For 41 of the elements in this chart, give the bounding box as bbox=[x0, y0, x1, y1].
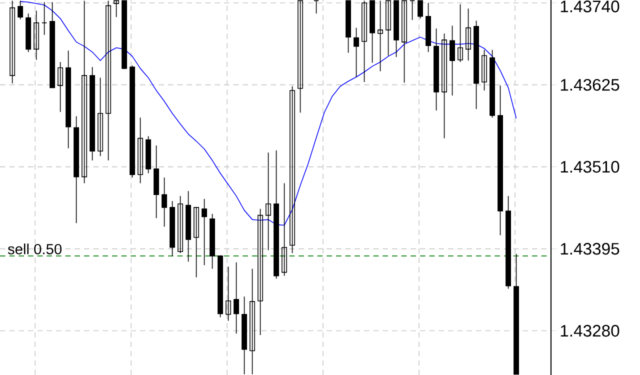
candlestick bbox=[178, 196, 184, 254]
candlestick bbox=[482, 50, 488, 91]
candlestick bbox=[298, 0, 304, 114]
candlestick bbox=[202, 198, 208, 266]
candlestick bbox=[354, 27, 360, 78]
candlestick bbox=[378, 0, 384, 72]
candlestick bbox=[410, 0, 416, 20]
candlestick bbox=[162, 177, 168, 228]
candlestick bbox=[466, 8, 472, 61]
candlestick bbox=[418, 0, 424, 19]
y-tick-label: 1.43740 bbox=[560, 0, 620, 12]
y-tick-label: 1.43625 bbox=[560, 78, 620, 91]
ref-line-label: sell 0.50 bbox=[8, 244, 62, 254]
y-tick-label: 1.43395 bbox=[560, 242, 620, 255]
candlestick bbox=[234, 262, 240, 334]
candlestick bbox=[450, 25, 456, 96]
candlestick bbox=[386, 0, 392, 56]
candlestick bbox=[58, 62, 64, 112]
candlestick bbox=[194, 207, 200, 278]
candlestick bbox=[282, 182, 288, 276]
candlestick bbox=[458, 4, 464, 62]
candlestick bbox=[98, 77, 104, 157]
candlestick bbox=[226, 266, 232, 322]
candlestick bbox=[258, 208, 264, 336]
candlestick bbox=[266, 152, 272, 251]
candlestick bbox=[82, 0, 88, 184]
y-tick-label: 1.43280 bbox=[560, 324, 620, 337]
candlestick bbox=[138, 117, 144, 184]
candlestick bbox=[402, 0, 408, 84]
candlestick bbox=[34, 10, 40, 60]
candlestick bbox=[290, 86, 296, 254]
candlestick bbox=[250, 268, 256, 375]
y-tick-label: 1.43510 bbox=[560, 160, 620, 173]
candlestick bbox=[362, 0, 368, 82]
candlestick bbox=[314, 0, 320, 14]
candlestick bbox=[442, 33, 448, 139]
candlestick bbox=[42, 2, 48, 36]
candlestick bbox=[106, 0, 112, 161]
candlestick bbox=[10, 0, 16, 84]
candlestick bbox=[18, 0, 24, 20]
candlestick bbox=[114, 0, 120, 18]
